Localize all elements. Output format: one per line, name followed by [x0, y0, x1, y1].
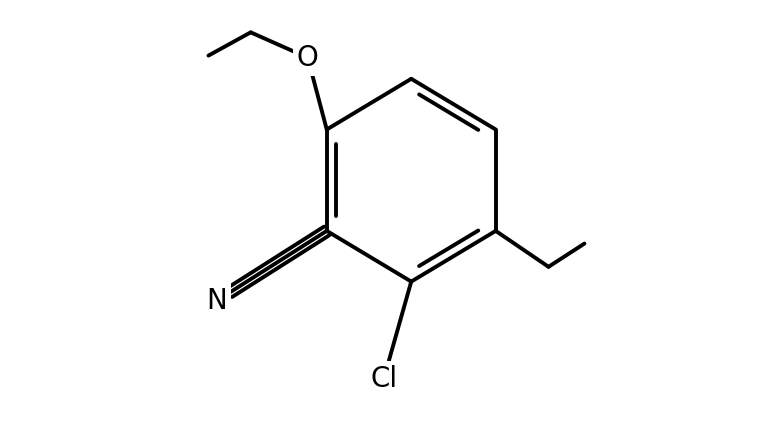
Text: Cl: Cl: [370, 365, 397, 393]
Text: N: N: [206, 287, 227, 315]
Text: O: O: [297, 44, 319, 72]
